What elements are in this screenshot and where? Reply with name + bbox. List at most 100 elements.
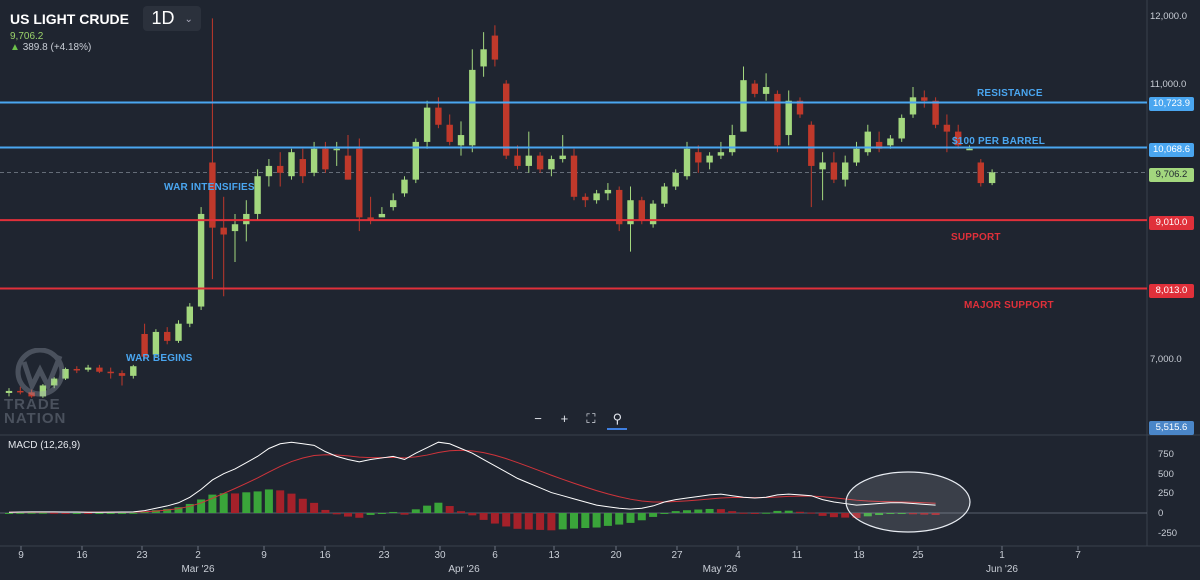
major-support-annotation: MAJOR SUPPORT (964, 300, 1054, 311)
candle-body (28, 392, 35, 397)
candle-body (390, 200, 397, 208)
macd-histogram-bar (366, 513, 375, 515)
candle-body (536, 155, 544, 170)
war-begins-annotation: WAR BEGINS (126, 353, 193, 364)
macd-histogram-bar (423, 505, 432, 513)
candle-body (118, 373, 126, 376)
macd-histogram-bar (479, 513, 488, 520)
chart-header: US LIGHT CRUDE 1D ⌄ (10, 6, 201, 31)
x-tick-label: 2 (195, 550, 201, 561)
candle-body (898, 117, 905, 139)
candle-body (401, 179, 408, 194)
candle-body (367, 217, 374, 221)
candle-body (277, 165, 284, 173)
macd-histogram-bar (660, 512, 669, 514)
x-tick-label: 30 (434, 550, 446, 561)
current-price-label: 9,706.2 (1149, 168, 1194, 182)
macd-histogram-bar (208, 494, 217, 513)
candle-body (842, 162, 849, 180)
candle-body (830, 162, 838, 180)
candle-body (638, 200, 645, 221)
macd-histogram-bar (570, 513, 578, 529)
macd-histogram-bar (50, 512, 59, 514)
zoom-search-button[interactable]: ⚲ (607, 410, 628, 430)
candle-body (84, 367, 92, 370)
macd-histogram-bar (5, 513, 13, 514)
macd-histogram-bar (377, 513, 386, 514)
logo-text-nation: NATION (4, 410, 67, 427)
macd-histogram-bar (547, 513, 556, 531)
macd-histogram-bar (592, 513, 601, 528)
macd-histogram-bar (445, 506, 454, 513)
x-tick-label: 25 (912, 550, 924, 561)
candle-body (5, 390, 13, 393)
candle-body (943, 124, 951, 132)
candle-body (819, 162, 826, 170)
macd-histogram-bar (72, 513, 81, 514)
zoom-in-button[interactable]: + (560, 411, 569, 426)
candle-body (695, 152, 702, 163)
candle-body (932, 100, 939, 125)
candle-body (288, 152, 295, 177)
candle-body (593, 193, 600, 201)
macd-tick: 750 (1158, 449, 1174, 460)
macd-histogram-bar (84, 513, 93, 514)
macd-tick: -250 (1158, 528, 1178, 539)
candle-body (740, 80, 747, 132)
macd-histogram-bar (728, 511, 737, 513)
macd-histogram-bar (185, 503, 194, 513)
candle-body (683, 148, 691, 177)
price-tick: 7,000.0 (1150, 354, 1182, 365)
timeframe-selector[interactable]: 1D ⌄ (143, 6, 201, 31)
macd-highlight-circle (845, 471, 971, 533)
candle-body (525, 155, 532, 166)
x-tick-label: 23 (378, 550, 390, 561)
candle-body (808, 124, 815, 166)
candle-body (96, 367, 103, 372)
support-price-label: 9,010.0 (1149, 216, 1194, 230)
trade-nation-logo: TRADE NATION (4, 348, 78, 432)
macd-histogram-bar (140, 511, 149, 513)
hundred-price-label: 10,068.6 (1149, 143, 1194, 157)
macd-histogram-bar (468, 513, 477, 516)
candle-body (559, 155, 566, 160)
zoom-out-button[interactable]: − (534, 411, 542, 426)
candle-body (412, 141, 419, 180)
candle-body (186, 306, 193, 324)
candle-body (423, 107, 431, 142)
macd-tick: 500 (1158, 469, 1174, 480)
candle-body (966, 148, 973, 151)
macd-histogram-bar (502, 513, 511, 527)
candle-body (774, 93, 781, 146)
candle-body (209, 162, 216, 228)
macd-histogram-bar (27, 512, 36, 514)
macd-histogram-bar (920, 513, 929, 515)
candle-body (322, 148, 329, 170)
x-tick-label: 27 (671, 550, 683, 561)
candle-body (446, 124, 453, 142)
macd-histogram-bar (513, 513, 522, 529)
macd-histogram-bar (739, 512, 748, 514)
candle-body (469, 69, 476, 146)
x-tick-label: 9 (18, 550, 24, 561)
price-change: ▲ 389.8 (+4.18%) (10, 42, 91, 53)
macd-histogram-bar (716, 509, 725, 513)
macd-histogram-bar (400, 513, 409, 515)
macd-histogram-bar (863, 513, 872, 517)
support-annotation: SUPPORT (951, 232, 1001, 243)
macd-histogram-bar (264, 489, 273, 513)
macd-histogram-bar (649, 513, 658, 517)
macd-histogram-bar (886, 513, 895, 514)
chevron-down-icon: ⌄ (184, 13, 193, 25)
x-tick-label: 11 (791, 550, 803, 561)
fit-screen-button[interactable]: ⛶ (586, 411, 596, 426)
candle-body (39, 385, 47, 397)
candle-body (378, 213, 386, 218)
arrow-up-icon: ▲ (10, 42, 20, 53)
macd-histogram-bar (558, 513, 567, 530)
macd-histogram-bar (490, 513, 499, 524)
candle-body (231, 224, 239, 232)
candle-body (310, 148, 318, 173)
macd-histogram-bar (163, 508, 172, 513)
